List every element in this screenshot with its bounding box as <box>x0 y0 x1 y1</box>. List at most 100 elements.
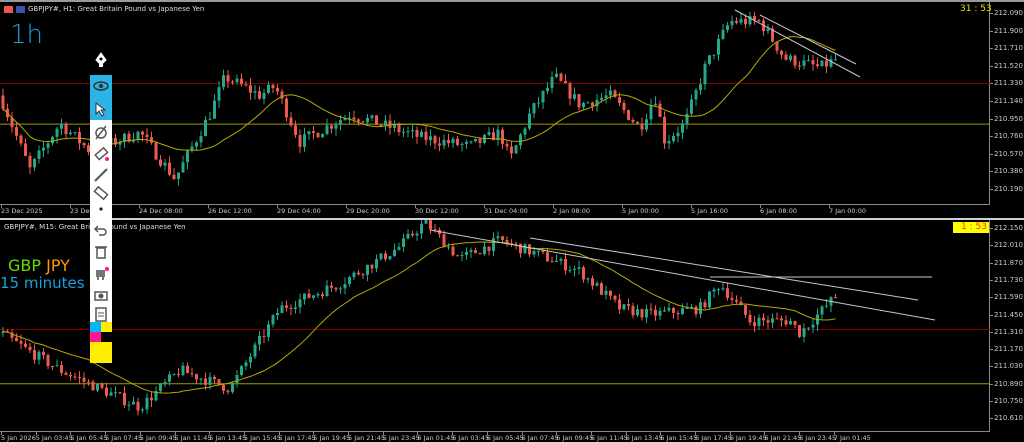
line-icon[interactable] <box>90 165 112 185</box>
candle <box>280 305 284 313</box>
candle <box>618 97 621 103</box>
candle <box>496 129 500 141</box>
menu-icon[interactable] <box>4 5 13 13</box>
candle <box>541 250 545 253</box>
candle <box>762 317 765 321</box>
candle <box>487 246 491 251</box>
candle <box>811 60 815 65</box>
candle <box>451 138 455 144</box>
candle <box>550 76 554 89</box>
candle <box>55 365 59 367</box>
candle <box>564 258 567 271</box>
candle <box>685 308 689 310</box>
candle <box>739 301 743 306</box>
candle <box>771 318 774 323</box>
candle <box>357 272 360 275</box>
candle <box>114 392 117 394</box>
candle <box>213 100 216 119</box>
candle <box>384 120 387 126</box>
candle <box>703 63 707 85</box>
h1-plot-area[interactable] <box>0 2 990 205</box>
candle <box>717 38 720 55</box>
candle <box>604 290 608 295</box>
camera-icon[interactable] <box>90 285 112 305</box>
trash-icon[interactable] <box>90 242 112 262</box>
candle <box>519 243 522 254</box>
candle <box>420 223 423 234</box>
eraser-icon[interactable] <box>90 143 112 165</box>
candle <box>186 150 189 163</box>
h1-chart-panel[interactable]: GBPJPY#, H1: Great Britain Pound vs Japa… <box>0 0 1024 216</box>
m15-plot-area[interactable] <box>0 220 990 432</box>
candle <box>654 103 657 106</box>
candle <box>235 78 239 83</box>
ruler-icon[interactable] <box>90 185 112 200</box>
candle <box>114 137 117 145</box>
candle <box>249 356 252 363</box>
eye-icon[interactable] <box>90 75 112 97</box>
candle <box>510 146 513 154</box>
candle <box>231 81 234 83</box>
candle <box>645 119 648 130</box>
candle <box>595 283 599 286</box>
time-axis-label: 29 Dec 20:00 <box>346 205 390 215</box>
candle <box>276 88 279 92</box>
arrow-icon[interactable] <box>90 97 112 120</box>
price-axis-label: 211.170 <box>990 345 1023 354</box>
candle <box>37 150 41 159</box>
h1-bar-timer: 31 : 53 <box>960 4 992 14</box>
candle <box>312 131 315 134</box>
candle <box>474 250 477 254</box>
candle <box>514 243 518 245</box>
candle <box>307 293 311 298</box>
color-swatch-icon[interactable] <box>90 342 112 363</box>
candle <box>537 250 540 252</box>
candle <box>456 138 459 145</box>
handwritten-note-1h: 1h <box>10 20 44 50</box>
moving-average-line <box>2 36 836 151</box>
candle <box>190 146 194 151</box>
clipboard-icon[interactable] <box>90 305 112 322</box>
candle <box>505 239 509 244</box>
candle <box>802 328 806 337</box>
price-axis-label: 211.590 <box>990 293 1023 302</box>
candle <box>546 252 549 262</box>
candle <box>798 325 801 337</box>
candle <box>42 147 45 151</box>
candle <box>600 283 603 295</box>
candle <box>433 229 437 231</box>
m15-chart-panel[interactable]: GBPJPY#, M15: Great Britain Pound vs Jap… <box>0 218 1024 442</box>
candle <box>69 374 72 377</box>
candle <box>276 312 279 316</box>
candle <box>321 133 324 138</box>
robot-icon[interactable] <box>90 262 112 285</box>
palette-icon[interactable] <box>90 322 112 342</box>
candle <box>24 143 27 156</box>
candle <box>325 285 329 297</box>
time-axis-label: 26 Dec 12:00 <box>208 205 252 215</box>
candle <box>793 320 797 326</box>
candle <box>415 233 419 236</box>
chart-icon[interactable] <box>16 5 25 13</box>
candle <box>483 246 486 255</box>
candle <box>240 366 243 375</box>
candle <box>298 134 302 147</box>
candle <box>631 306 635 316</box>
candle <box>712 54 716 56</box>
price-axis-label: 210.190 <box>990 185 1023 193</box>
candle <box>708 291 711 308</box>
candle <box>649 308 653 310</box>
candle <box>55 128 59 137</box>
candle <box>613 90 617 98</box>
candle <box>663 310 666 312</box>
dot-icon[interactable] <box>90 200 112 218</box>
candle <box>505 143 509 147</box>
pen-icon[interactable] <box>90 48 112 72</box>
pen-crossed-icon[interactable] <box>90 120 112 143</box>
undo-icon[interactable] <box>90 218 112 242</box>
candle <box>406 233 410 239</box>
candle <box>451 246 455 256</box>
candle <box>730 297 734 300</box>
time-axis-label: 6 Jan 08:00 <box>760 205 798 215</box>
candle <box>150 397 153 401</box>
